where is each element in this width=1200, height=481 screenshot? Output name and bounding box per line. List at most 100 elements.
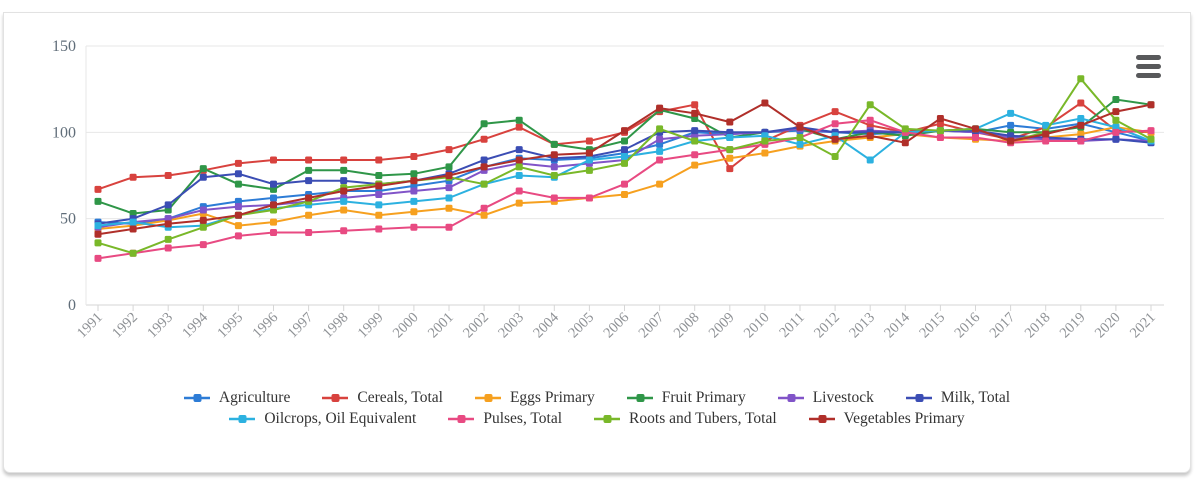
x-axis-label: 1997 [285, 310, 317, 342]
series-marker [410, 153, 418, 161]
series-marker [726, 146, 734, 154]
legend-label: Fruit Primary [661, 389, 746, 406]
series-marker [234, 203, 242, 211]
series-marker [94, 222, 102, 230]
x-axis-label: 2011 [776, 310, 807, 341]
series-marker [761, 99, 769, 107]
series-marker [515, 156, 523, 164]
legend-item-milk-total[interactable]: Milk, Total [905, 389, 1010, 407]
series-marker [1007, 121, 1015, 129]
series-marker [164, 244, 172, 252]
series-marker [1147, 127, 1155, 135]
legend-item-vegetables-primary[interactable]: Vegetables Primary [808, 410, 965, 428]
series-marker [480, 163, 488, 171]
series-marker [691, 127, 699, 135]
legend-marker-icon [322, 394, 349, 402]
x-axis-label: 2002 [460, 310, 492, 342]
legend-marker-icon [448, 415, 475, 423]
legend-item-oilcrops-oil-equivalent[interactable]: Oilcrops, Oil Equivalent [229, 410, 416, 428]
legend-marker-icon [626, 394, 653, 402]
legend-label: Vegetables Primary [843, 410, 965, 427]
series-marker [270, 218, 277, 226]
series-marker [305, 211, 313, 219]
series-marker [866, 156, 874, 164]
legend-label: Agriculture [218, 389, 291, 406]
series-marker [375, 201, 383, 209]
series-marker [936, 134, 944, 142]
series-marker [656, 147, 664, 155]
series-marker [164, 220, 172, 228]
legend-item-eggs-primary[interactable]: Eggs Primary [474, 389, 595, 407]
series-marker [621, 180, 628, 188]
x-axis-label: 2005 [565, 310, 597, 342]
x-axis-label: 2020 [1092, 310, 1124, 342]
legend-marker-icon [183, 394, 210, 402]
series-marker [1007, 137, 1015, 145]
legend-item-cereals-total[interactable]: Cereals, Total [322, 389, 443, 407]
y-axis-label: 50 [60, 211, 76, 228]
legend-label: Livestock [812, 389, 874, 406]
series-marker [585, 156, 593, 164]
series-marker [480, 204, 488, 212]
series-marker [270, 228, 277, 236]
x-axis-label: 1992 [109, 310, 141, 342]
legend-item-fruit-primary[interactable]: Fruit Primary [626, 389, 746, 407]
series-marker [480, 180, 488, 188]
x-axis-label: 1994 [179, 309, 211, 341]
series-marker [1112, 128, 1120, 136]
series-marker [550, 172, 558, 179]
x-axis-label: 2013 [846, 310, 878, 342]
series-marker [550, 151, 558, 159]
series-marker [1112, 108, 1120, 116]
series-marker [375, 190, 383, 198]
series-marker [375, 156, 383, 164]
series-marker [234, 159, 242, 167]
series-marker [234, 180, 242, 188]
series-marker [480, 135, 488, 143]
series-marker [901, 125, 909, 133]
legend-item-roots-and-tubers-total[interactable]: Roots and Tubers, Total [594, 410, 777, 428]
series-marker [480, 156, 488, 164]
y-axis-label: 150 [52, 38, 76, 55]
series-marker [375, 182, 383, 190]
series-marker [550, 140, 558, 148]
series-marker [796, 140, 804, 148]
series-marker [164, 201, 172, 209]
series-marker [1042, 121, 1050, 129]
series-marker [340, 206, 348, 214]
series-marker [94, 239, 102, 247]
series-marker [585, 166, 593, 174]
legend-item-pulses-total[interactable]: Pulses, Total [448, 410, 562, 428]
series-marker [199, 223, 207, 231]
legend-marker-icon [777, 394, 804, 402]
legend-item-livestock[interactable]: Livestock [777, 389, 874, 407]
legend-marker-icon [905, 394, 932, 402]
series-marker [445, 163, 453, 171]
series-marker [691, 151, 699, 159]
series-marker [691, 137, 699, 145]
series-marker [199, 206, 207, 214]
chart-menu-button[interactable] [1135, 54, 1162, 79]
series-marker [480, 211, 488, 219]
series-marker [936, 115, 944, 123]
series-marker [94, 230, 102, 238]
series-marker [94, 254, 102, 262]
series-marker [480, 120, 488, 128]
series-marker [621, 137, 628, 145]
series-marker [621, 190, 628, 198]
legend-marker-icon [229, 415, 256, 423]
hamburger-icon [1136, 55, 1161, 60]
series-marker [866, 116, 874, 124]
x-axis-label: 2000 [390, 310, 422, 342]
series-marker [972, 125, 979, 133]
series-marker [164, 172, 172, 179]
series-marker [726, 154, 734, 162]
series-marker [726, 118, 734, 126]
legend-item-agriculture[interactable]: Agriculture [183, 389, 291, 407]
series-marker [901, 139, 909, 147]
series-marker [270, 156, 277, 164]
series-marker [129, 218, 137, 226]
legend-label: Eggs Primary [509, 389, 595, 406]
hamburger-icon [1136, 64, 1161, 69]
